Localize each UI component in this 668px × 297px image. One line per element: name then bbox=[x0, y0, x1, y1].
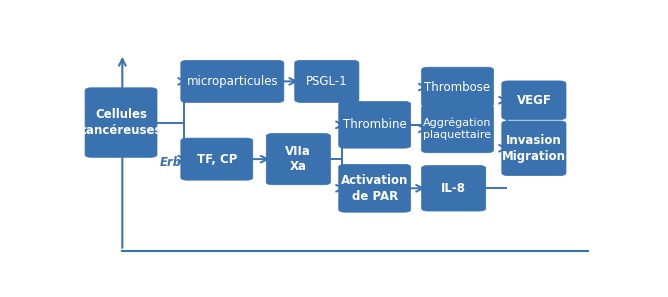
FancyBboxPatch shape bbox=[502, 121, 566, 176]
Text: PSGL-1: PSGL-1 bbox=[306, 75, 347, 88]
Text: Thrombose: Thrombose bbox=[424, 80, 490, 94]
FancyBboxPatch shape bbox=[422, 67, 494, 107]
FancyBboxPatch shape bbox=[181, 138, 253, 180]
FancyBboxPatch shape bbox=[85, 88, 157, 157]
Text: microparticules: microparticules bbox=[186, 75, 278, 88]
Text: TF, CP: TF, CP bbox=[196, 153, 237, 166]
FancyBboxPatch shape bbox=[339, 102, 411, 148]
Text: Cellules
cancéreuses: Cellules cancéreuses bbox=[79, 108, 162, 137]
Text: Thrombine: Thrombine bbox=[343, 118, 407, 131]
FancyBboxPatch shape bbox=[295, 60, 359, 102]
FancyBboxPatch shape bbox=[422, 105, 494, 153]
Text: ErbB: ErbB bbox=[160, 156, 191, 169]
FancyBboxPatch shape bbox=[502, 81, 566, 120]
Text: Aggrégation
plaquettaire: Aggrégation plaquettaire bbox=[424, 118, 492, 140]
Text: VIIa
Xa: VIIa Xa bbox=[285, 145, 311, 173]
Text: IL-8: IL-8 bbox=[441, 182, 466, 195]
Text: Activation
de PAR: Activation de PAR bbox=[341, 174, 408, 203]
FancyBboxPatch shape bbox=[181, 60, 284, 102]
FancyBboxPatch shape bbox=[339, 165, 411, 212]
Text: Invasion
Migration: Invasion Migration bbox=[502, 134, 566, 162]
Text: VEGF: VEGF bbox=[516, 94, 551, 107]
FancyBboxPatch shape bbox=[422, 165, 486, 211]
FancyBboxPatch shape bbox=[267, 134, 331, 185]
